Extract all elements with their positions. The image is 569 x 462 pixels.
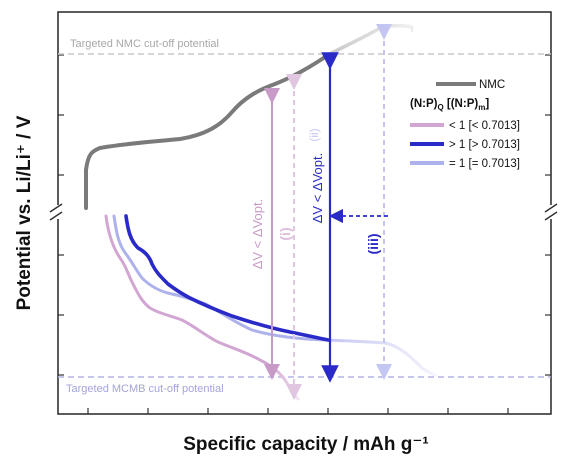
series-nmc (84, 53, 330, 210)
series-nmc-faded (326, 23, 414, 57)
nmc-cutoff-label: Targeted NMC cut-off potential (70, 38, 219, 50)
plot-frame (57, 11, 552, 415)
label-iii: (iii) (365, 234, 381, 255)
legend: NMC (N:P)Q [(N:P)m] < 1 [< 0.7013] > 1 [… (410, 79, 520, 170)
x-ticks (87, 408, 509, 414)
legend-header: (N:P)Q [(N:P)m] (410, 98, 489, 112)
y-ticks-right (545, 54, 551, 376)
series-eq1 (112, 214, 328, 342)
legend-label-eq1: = 1 [= 0.7013] (449, 158, 520, 170)
x-axis-title: Specific capacity / mAh g⁻¹ (183, 434, 429, 455)
mcmb-cutoff-label: Targeted MCMB cut-off potential (66, 383, 224, 395)
y-ticks-left (58, 54, 64, 376)
axis-break-right (544, 203, 558, 221)
label-dv-pink: ΔV < ΔVopt. (250, 199, 265, 270)
series-eq1-faded (324, 338, 437, 377)
y-axis-title: Potential vs. Li/Li⁺ / V (14, 115, 35, 310)
legend-label-nmc: NMC (479, 79, 505, 91)
label-dv-blue: ΔV < ΔVopt. (310, 153, 325, 224)
label-i: (i) (277, 227, 293, 240)
legend-label-gt1: > 1 [> 0.7013] (449, 139, 520, 151)
series-gt1 (124, 214, 330, 342)
series-lt1 (104, 214, 272, 368)
legend-label-lt1: < 1 [< 0.7013] (449, 120, 520, 132)
label-ii: (ii) (307, 128, 321, 141)
axis-break-left (49, 203, 66, 221)
